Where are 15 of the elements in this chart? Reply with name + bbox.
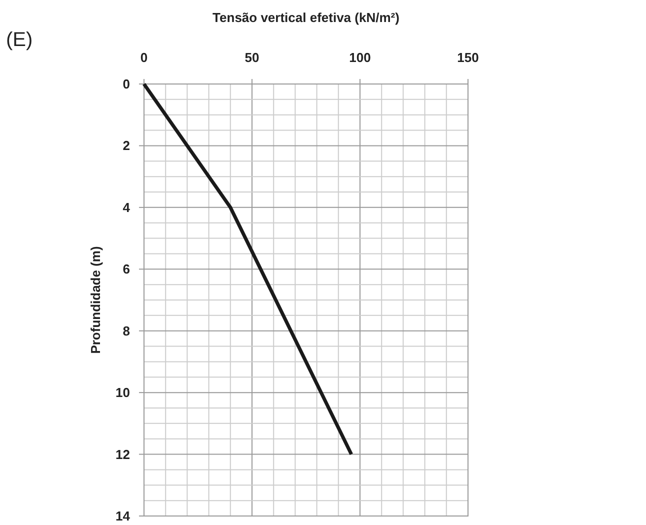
y-tick-label: 8	[122, 323, 130, 338]
text: (E)	[6, 29, 33, 51]
y-tick-label: 0	[122, 76, 130, 92]
y-tick-label: 12	[116, 446, 130, 462]
y-axis-title: Profundidade (m)	[88, 246, 103, 354]
y-tick-label: 14	[116, 508, 131, 524]
y-tick-label: 6	[122, 262, 130, 277]
x-tick-label: 50	[244, 50, 260, 65]
x-tick-label: 100	[349, 50, 371, 65]
x-tick-label: 150	[457, 50, 479, 65]
x-axis-title: Tensão vertical efetiva (kN/m²)	[212, 10, 400, 25]
y-tick-label: 2	[122, 138, 130, 154]
x-tick-label: 0	[140, 50, 148, 65]
y-tick-label: 10	[116, 385, 130, 400]
y-tick-label: 4	[122, 200, 131, 215]
